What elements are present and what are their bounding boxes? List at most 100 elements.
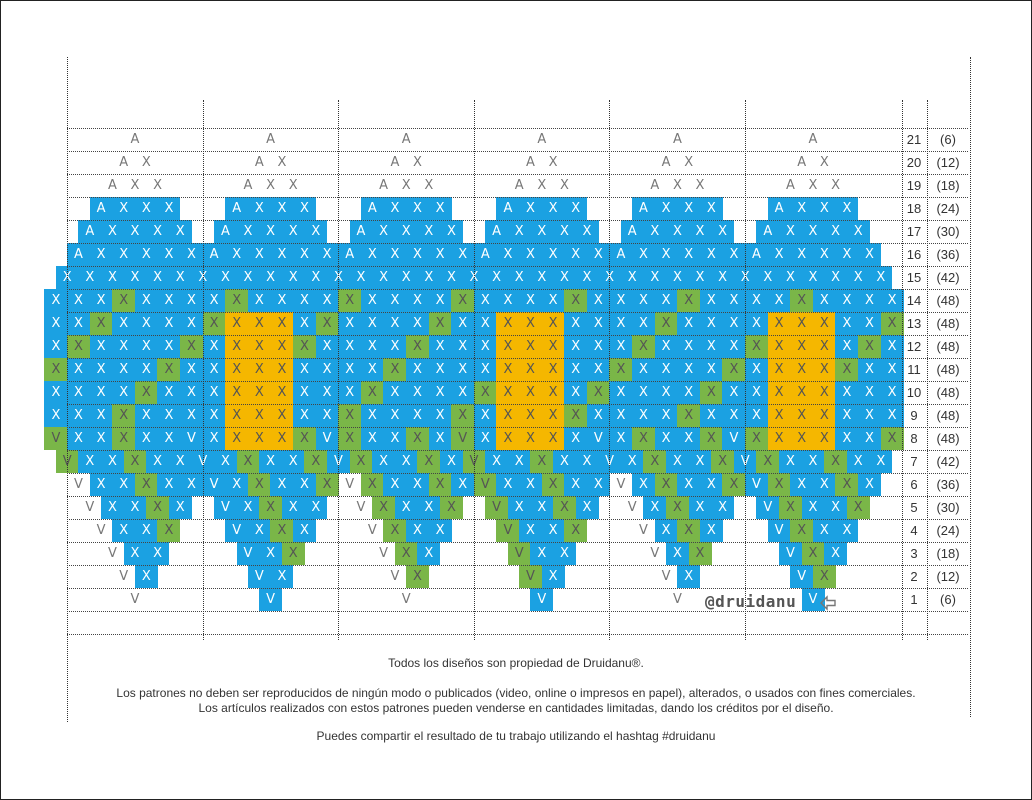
stitch-cell: X	[266, 178, 276, 193]
row-stitch-count: (6)	[940, 132, 956, 147]
stitch-cell: X	[213, 266, 237, 289]
stitch-cell: V	[107, 546, 117, 561]
stitch-cell: X	[812, 519, 836, 542]
stitch-cell: X	[383, 473, 407, 496]
stitch-cell: V	[485, 496, 509, 519]
stitch-cell: X	[575, 450, 599, 473]
stitch-cell: X	[157, 312, 181, 335]
stitch-cell: A	[672, 132, 682, 147]
stitch-cell: V	[519, 565, 542, 588]
stitch-cell: X	[112, 358, 136, 381]
row-number: 10	[906, 385, 922, 400]
row-stitch-count: (48)	[936, 385, 960, 400]
stitch-cell: X	[609, 404, 633, 427]
stitch-cell: X	[44, 335, 68, 358]
stitch-cell: X	[202, 312, 226, 335]
stitch-cell: X	[609, 289, 633, 312]
row-number: 18	[906, 201, 922, 216]
stitch-cell: X	[168, 220, 192, 243]
stitch-cell: A	[379, 178, 389, 193]
stitch-cell: X	[406, 404, 429, 427]
stitch-cell: X	[541, 197, 565, 220]
stitch-cell: A	[661, 155, 671, 170]
stitch-cell: X	[100, 266, 124, 289]
stitch-cell: X	[247, 519, 271, 542]
stitch-cell: X	[846, 450, 870, 473]
stitch-cell: X	[473, 289, 497, 312]
stitch-cell: X	[123, 542, 147, 565]
stitch-cell: V	[722, 427, 746, 450]
stitch-cell: X	[846, 220, 870, 243]
stitch-cell: V	[650, 546, 660, 561]
stitch-cell: X	[360, 358, 384, 381]
stitch-cell: A	[266, 132, 276, 147]
stitch-cell: X	[134, 404, 158, 427]
stitch-cell: X	[530, 542, 554, 565]
stitch-cell: V	[507, 542, 531, 565]
stitch-cell: X	[801, 220, 825, 243]
stitch-cell: V	[390, 569, 400, 584]
stitch-cell: X	[44, 312, 68, 335]
stitch-cell: X	[146, 450, 170, 473]
stitch-cell: X	[293, 243, 316, 266]
stitch-cell: X	[100, 220, 124, 243]
row-number: 16	[906, 247, 922, 262]
grid-row-line	[67, 243, 968, 244]
stitch-cell: V	[672, 592, 682, 607]
stitch-cell: X	[745, 335, 768, 358]
row-stitch-count: (24)	[936, 201, 960, 216]
stitch-cell: X	[112, 381, 136, 404]
stitch-cell: X	[745, 404, 768, 427]
stitch-cell: X	[304, 266, 328, 289]
stitch-cell: X	[699, 312, 723, 335]
stitch-cell: X	[451, 404, 475, 427]
stitch-cell: X	[643, 496, 667, 519]
stitch-cell: X	[383, 381, 407, 404]
stitch-cell: X	[835, 335, 859, 358]
stitch-cell: X	[247, 358, 271, 381]
stitch-cell: X	[417, 266, 441, 289]
stitch-cell: X	[360, 289, 384, 312]
stitch-cell: X	[824, 450, 848, 473]
stitch-cell: X	[247, 381, 271, 404]
stitch-cell: X	[564, 473, 588, 496]
stitch-cell: X	[383, 197, 407, 220]
stitch-cell: X	[157, 473, 181, 496]
stitch-cell: X	[688, 542, 712, 565]
stitch-cell: X	[270, 335, 294, 358]
grid-frame-line	[927, 100, 928, 640]
motif-separator	[338, 100, 340, 640]
stitch-cell: X	[767, 243, 791, 266]
stitch-cell: X	[157, 427, 181, 450]
stitch-cell: X	[293, 381, 316, 404]
stitch-cell: V	[96, 523, 106, 538]
stitch-cell: X	[812, 312, 836, 335]
stitch-cell: X	[858, 381, 881, 404]
stitch-cell: X	[180, 243, 203, 266]
row-number: 3	[910, 546, 918, 561]
stitch-cell: X	[213, 450, 237, 473]
stitch-cell: X	[880, 289, 904, 312]
stitch-cell: X	[202, 358, 226, 381]
stitch-cell: X	[519, 358, 542, 381]
stitch-cell: X	[552, 450, 576, 473]
stitch-cell: X	[338, 289, 362, 312]
stitch-cell: X	[112, 404, 136, 427]
stitch-cell: X	[745, 381, 768, 404]
row-stitch-count: (12)	[936, 569, 960, 584]
stitch-cell: X	[225, 312, 249, 335]
stitch-cell: X	[349, 450, 373, 473]
stitch-cell: X	[858, 427, 881, 450]
row-stitch-count: (48)	[936, 293, 960, 308]
stitch-cell: A	[225, 197, 249, 220]
stitch-cell: X	[439, 220, 463, 243]
stitch-cell: X	[134, 335, 158, 358]
stitch-cell: X	[406, 312, 429, 335]
stitch-cell: X	[677, 473, 701, 496]
stitch-cell: X	[89, 404, 113, 427]
stitch-cell: V	[236, 542, 260, 565]
stitch-cell: X	[564, 358, 588, 381]
stitch-cell: X	[790, 312, 814, 335]
row-stitch-count: (48)	[936, 431, 960, 446]
grid-row-line	[67, 289, 968, 290]
